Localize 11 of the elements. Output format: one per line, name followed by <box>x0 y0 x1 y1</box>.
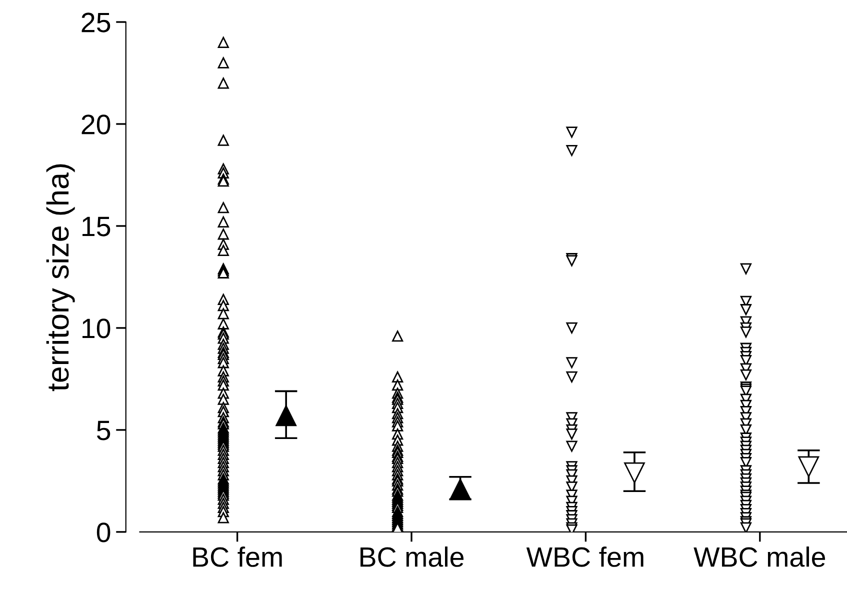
y-tick-label: 10 <box>82 318 110 338</box>
y-axis-title: territory size (ha) <box>46 164 75 392</box>
y-tick-label: 20 <box>82 114 110 134</box>
y-tick-label: 0 <box>96 522 110 542</box>
y-tick-label: 15 <box>82 216 110 236</box>
y-tick-label: 5 <box>96 420 110 440</box>
y-tick-label: 25 <box>82 12 110 32</box>
x-tick-label: BC male <box>360 546 464 567</box>
x-tick-label: WBC fem <box>526 546 644 567</box>
x-tick-label: BC fem <box>193 546 282 567</box>
x-tick-label: WBC male <box>694 546 826 567</box>
